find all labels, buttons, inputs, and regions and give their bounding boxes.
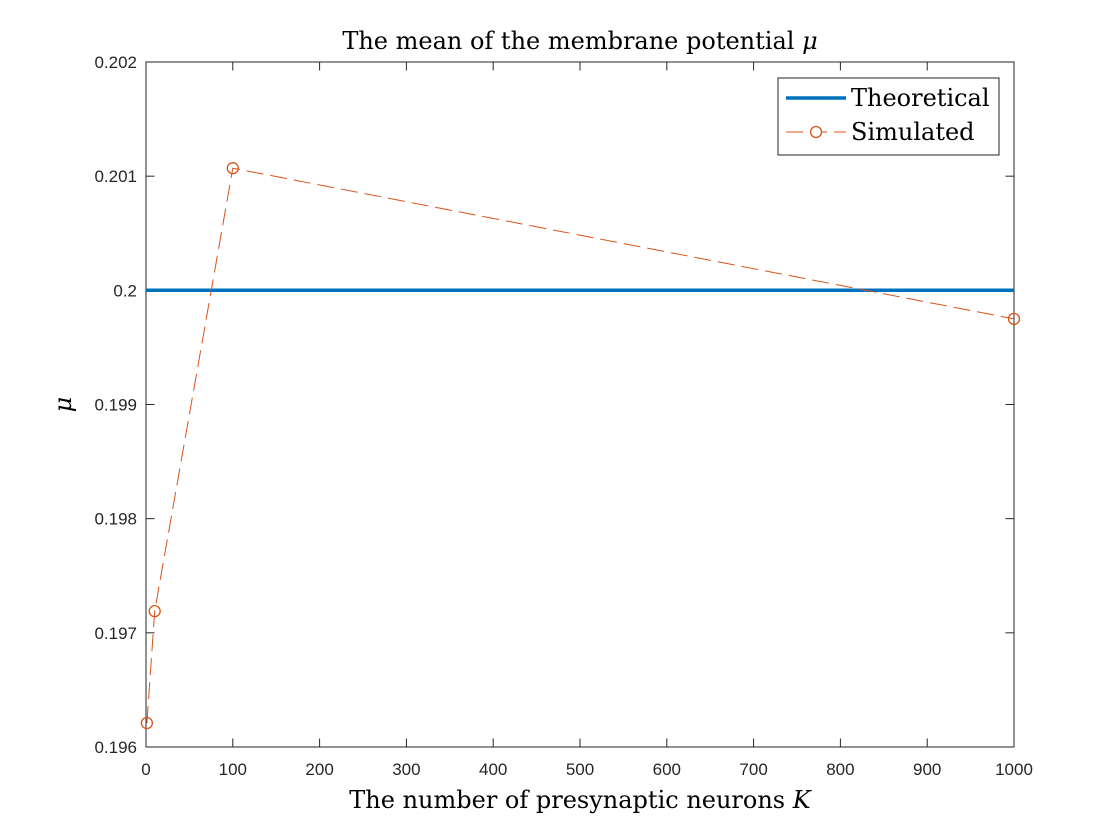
x-tick-label: 400	[479, 760, 507, 779]
x-axis-label-main: The number of presynaptic neurons	[349, 786, 792, 814]
tick-marks	[145, 61, 1015, 748]
x-tick-label: 100	[219, 760, 247, 779]
y-tick-label: 0.198	[94, 510, 137, 529]
legend-box	[777, 77, 1000, 156]
y-tick-label: 0.196	[94, 738, 137, 757]
series-layer	[140, 162, 1021, 730]
x-tick-label: 700	[739, 760, 767, 779]
legend-marker-simulated	[809, 125, 823, 139]
x-tick-label: 1000	[995, 760, 1033, 779]
y-tick-label: 0.197	[94, 624, 137, 643]
x-tick-label: 0	[141, 760, 150, 779]
y-tick-label: 0.2	[113, 281, 137, 300]
simulated-data-point	[148, 604, 161, 618]
x-tick-labels: 0 100 200 300 400 500 600 700 800 900 1000	[141, 760, 1033, 779]
chart-title: The mean of the membrane potential μ	[342, 27, 817, 55]
simulated-data-point	[1007, 312, 1021, 326]
y-axis-label: μ	[49, 397, 77, 413]
simulated-data-point	[140, 716, 154, 730]
y-tick-labels: 0.196 0.197 0.198 0.199 0.2 0.201 0.202	[94, 53, 137, 757]
simulated-series-line	[146, 167, 1015, 724]
chart-title-symbol: μ	[802, 27, 818, 55]
legend-label-theoretical: Theoretical	[851, 84, 990, 112]
legend-label-simulated: Simulated	[851, 118, 975, 146]
x-tick-label: 500	[566, 760, 594, 779]
x-tick-label: 900	[913, 760, 941, 779]
x-tick-label: 600	[653, 760, 681, 779]
y-tick-label: 0.199	[94, 396, 137, 415]
y-tick-label: 0.202	[94, 53, 137, 72]
simulated-data-point	[226, 162, 239, 175]
x-tick-label: 800	[826, 760, 854, 779]
plot-area	[145, 61, 1015, 748]
x-tick-label: 300	[392, 760, 420, 779]
x-axis-label: The number of presynaptic neurons K	[349, 786, 812, 814]
y-tick-label: 0.201	[94, 167, 137, 186]
x-tick-label: 200	[305, 760, 333, 779]
chart-title-main: The mean of the membrane potential	[342, 27, 802, 55]
x-axis-label-symbol: K	[792, 786, 813, 814]
legend: Theoretical Simulated	[777, 77, 1000, 156]
